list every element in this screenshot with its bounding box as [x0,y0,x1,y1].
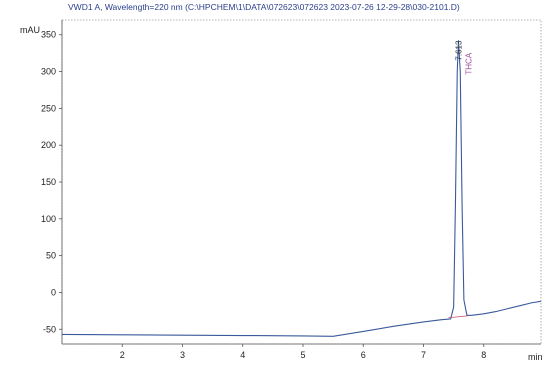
y-tick-label: 100 [41,214,56,224]
x-tick-label: 7 [421,350,426,360]
y-tick-label: -50 [43,324,56,334]
x-tick-label: 4 [240,350,245,360]
x-axis-label: min [528,352,543,362]
x-tick-label: 6 [361,350,366,360]
y-axis: -50 0 50 100 150 200 250 300 350 [41,20,63,344]
x-axis: 2 3 4 5 6 7 8 [62,343,541,360]
series-line [61,40,542,337]
y-tick-label: 350 [41,30,56,40]
y-tick-label: 250 [41,103,56,113]
y-tick-label: 150 [41,177,56,187]
peak-retention-time-label: 7.613 [454,40,463,61]
x-tick-label: 2 [120,350,125,360]
y-tick-label: 0 [51,287,56,297]
y-tick-label: 200 [41,140,56,150]
y-tick-label: 50 [46,251,56,261]
x-tick-label: 3 [180,350,185,360]
peak-baseline-marker [448,315,469,319]
x-tick-label: 5 [300,350,305,360]
chart-title: VWD1 A, Wavelength=220 nm (C:\HPCHEM\1\D… [68,2,460,12]
peak-name-label: THCA [464,52,473,74]
x-tick-label: 8 [481,350,486,360]
y-axis-label: mAU [20,25,40,35]
series-layer [61,40,542,337]
y-tick-label: 300 [41,67,56,77]
